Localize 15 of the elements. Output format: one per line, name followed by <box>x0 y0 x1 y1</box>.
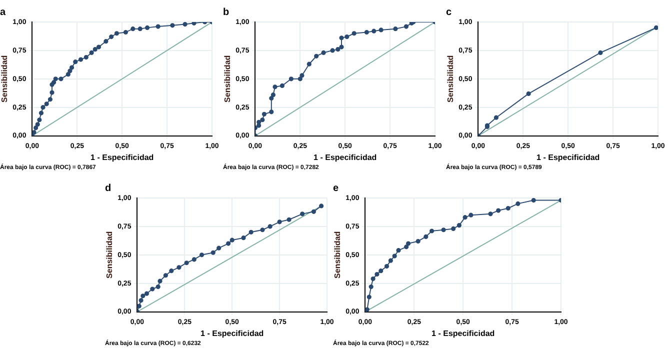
chart-title: c <box>446 6 452 18</box>
chart-title: d <box>105 182 112 194</box>
x-axis-title: 1 - Especificidad <box>90 153 154 162</box>
chart-title: a <box>0 6 6 18</box>
y-axis-title: Sensibilidad <box>223 55 232 102</box>
x-axis-title: 1 - Especificidad <box>536 153 600 162</box>
chart-title: e <box>333 182 339 194</box>
x-axis-title: 1 - Especificidad <box>200 329 264 338</box>
y-axis-title: Sensibilidad <box>333 231 342 278</box>
y-axis-title: Sensibilidad <box>0 55 10 102</box>
x-axis-title: 1 - Especificidad <box>432 329 495 338</box>
y-axis-title: Sensibilidad <box>105 231 114 278</box>
x-axis-title: 1 - Especificidad <box>314 153 377 162</box>
y-axis-title: Sensibilidad <box>446 55 456 102</box>
chart-title: b <box>223 6 230 18</box>
